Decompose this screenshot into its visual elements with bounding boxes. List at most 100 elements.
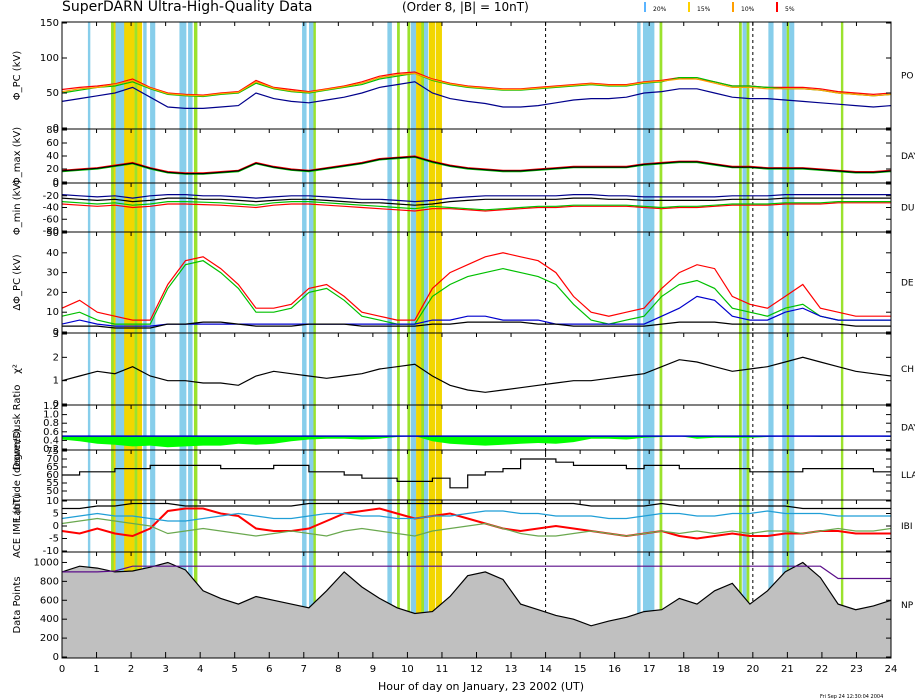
- y-tick-label: 50: [46, 228, 59, 239]
- y-tick-label: 1: [53, 376, 59, 387]
- yellow-band: [112, 22, 118, 658]
- panel-right-label: NP: [901, 601, 914, 611]
- y-tick-label: 65: [46, 462, 59, 473]
- x-tick-label: 4: [197, 664, 203, 675]
- panel-right-label: CH: [901, 365, 914, 375]
- y-tick-label: 0: [53, 179, 59, 190]
- green-band: [421, 22, 424, 658]
- y-tick-label: 50: [46, 88, 59, 99]
- panel-right-label: DE: [901, 279, 914, 289]
- x-tick-label: 7: [301, 664, 307, 675]
- panel-phi_min: -80-60-40-20 0 Φ_min (kV) DU: [12, 179, 915, 237]
- blue-band: [782, 22, 787, 658]
- green-band: [659, 22, 663, 658]
- blue-band: [302, 22, 307, 658]
- blue-band: [87, 22, 91, 658]
- x-tick-label: 16: [608, 664, 621, 675]
- y-axis-label: χ²: [12, 364, 23, 374]
- x-tick-label: 9: [370, 664, 376, 675]
- x-axis: 0 1 2 3 4 5 6 7 8 9 10 11 12 13 14 15 16 17 18 19 20 21 22 23 24: [59, 22, 898, 675]
- x-tick-label: 11: [436, 664, 449, 675]
- green-band: [397, 22, 400, 658]
- blue-band: [143, 22, 147, 658]
- y-tick-label: -80: [43, 226, 59, 237]
- green-band: [313, 22, 316, 658]
- x-tick-label: 20: [746, 664, 759, 675]
- series-line: [61, 155, 892, 174]
- series-line: [61, 72, 892, 98]
- panel-right-label: DAY: [901, 152, 915, 162]
- panel-right-label: DAY: [901, 424, 915, 434]
- panel-right-label: PO PO: [901, 72, 915, 82]
- y-tick-label: 0: [53, 123, 59, 134]
- y-tick-label: 40: [46, 151, 59, 162]
- y-tick-label: 800: [40, 576, 59, 587]
- y-tick-label: 0: [53, 327, 59, 338]
- green-band: [739, 22, 742, 658]
- blue-band: [742, 22, 747, 658]
- x-tick-label: 10: [401, 664, 414, 675]
- yellow-band: [136, 22, 143, 658]
- y-tick-label: 1.2: [43, 401, 59, 412]
- y-tick-label: 70: [46, 454, 59, 465]
- green-band: [111, 22, 114, 658]
- y-tick-label: 100: [40, 53, 59, 64]
- green-band: [746, 22, 750, 658]
- blue-band: [150, 22, 156, 658]
- y-tick-label: 0: [53, 399, 59, 410]
- ratio-fill: [62, 436, 891, 448]
- y-tick-label: 3: [53, 329, 59, 340]
- green-band: [193, 22, 198, 658]
- y-tick-label: 80: [46, 125, 59, 136]
- y-tick-label: 600: [40, 595, 59, 606]
- legend-label: 15%: [697, 6, 711, 13]
- x-tick-label: 24: [885, 664, 898, 675]
- blue-band: [637, 22, 641, 658]
- y-tick-label: 0.4: [43, 435, 59, 446]
- x-tick-label: 12: [470, 664, 483, 675]
- series-line: [61, 194, 891, 203]
- y-tick-label: 200: [40, 633, 59, 644]
- series-line: [61, 260, 891, 325]
- series-line: [61, 507, 891, 540]
- yellow-band: [428, 22, 436, 658]
- blue-band: [308, 22, 315, 658]
- series-line: [61, 356, 892, 393]
- y-tick-label: 60: [46, 470, 59, 481]
- y-tick-label: -40: [43, 203, 59, 214]
- series-line: [62, 321, 891, 329]
- legend-label: 10%: [741, 6, 755, 13]
- panel-right-label: LLA: [901, 471, 915, 481]
- footer-timestamp: Fri Sep 24 12:30:04 2004: [820, 694, 883, 700]
- x-tick-label: 2: [128, 664, 134, 675]
- y-axis-label: ΔΦ_PC (kV): [12, 254, 23, 310]
- blue-band: [387, 22, 392, 658]
- blue-band: [642, 22, 655, 658]
- y-tick-label: 20: [46, 287, 59, 298]
- panel-points: 0 200 400 600 800 1000 Data Points NP: [12, 557, 914, 663]
- yellow-band: [435, 22, 442, 658]
- series-line: [61, 295, 891, 327]
- series-line: [61, 517, 892, 537]
- y-tick-label: -5: [49, 534, 59, 545]
- y-tick-label: 400: [40, 614, 59, 625]
- x-tick-label: 1: [93, 664, 99, 675]
- panel-dphi_pc: 0 10 20 30 40 50 ΔΦ_PC (kV) DE: [12, 228, 914, 338]
- legend-label: 5%: [785, 6, 795, 13]
- y-tick-label: 0: [53, 177, 59, 188]
- series-line: [61, 202, 891, 212]
- series-line: [61, 72, 892, 97]
- series-line: [61, 201, 891, 211]
- y-tick-label: 75: [46, 446, 59, 457]
- x-tick-label: 22: [816, 664, 829, 675]
- x-tick-label: 15: [574, 664, 587, 675]
- panel-right-label: DU: [901, 204, 915, 214]
- y-tick-label: 50: [46, 486, 59, 497]
- series-line: [61, 561, 892, 627]
- y-axis-label: Φ_min (kV): [12, 180, 23, 235]
- green-band: [840, 22, 844, 658]
- chart-title: SuperDARN Ultra-High-Quality Data: [62, 0, 312, 15]
- blue-band: [789, 22, 795, 658]
